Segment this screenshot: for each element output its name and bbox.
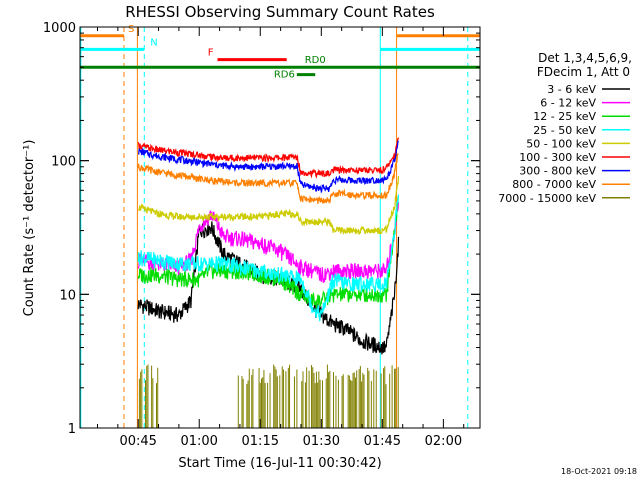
series-25-50-kev [137,194,400,322]
series-100-300-kev [137,137,400,179]
y-tick-label: 10 [59,288,76,303]
legend-label-800-7000-kev: 800 - 7000 keV [512,178,596,191]
y-tick-label: 1 [68,422,76,437]
y-axis-label: Count Rate (s⁻¹ detector⁻¹) [22,140,37,317]
series-800-7000-kev [137,153,399,205]
series-300-800-kev [137,140,399,194]
x-tick-label: 01:00 [180,434,217,449]
flag-label-n: N [150,37,157,48]
legend-label-3-6-kev: 3 - 6 keV [547,83,596,96]
series-12-25-kev [137,196,400,309]
axes: 1 10 100 1000 00:45 01:00 01:15 01:30 01:45 02:00 [43,21,481,449]
flag-label-rd6: RD6 [274,70,295,81]
legend-label-6-12-kev: 6 - 12 keV [540,97,596,110]
flag-bars: S N F RD0 RD6 [80,24,480,81]
series-50-100-kev [137,175,400,236]
y-tick-label: 100 [51,155,76,170]
x-axis-label: Start Time (16-Jul-11 00:30:42) [178,456,381,471]
flag-label-f: F [208,48,214,59]
x-tick-label: 01:45 [364,434,401,449]
series-6-12-kev [137,201,400,283]
plot-frame [79,26,481,429]
x-tick-label: 01:15 [242,434,279,449]
legend-label-12-25-kev: 12 - 25 keV [533,110,596,123]
x-tick-label: 02:00 [425,434,462,449]
legend-label-100-300-kev: 100 - 300 keV [519,151,596,164]
render-timestamp: 18-Oct-2021 09:18 [561,467,637,476]
legend-header-line-1: Det 1,3,4,5,6,9, [538,51,632,65]
legend-label-300-800-kev: 300 - 800 keV [519,165,596,178]
legend-label-7000-15000-kev: 7000 - 15000 keV [498,192,596,205]
legend-label-50-100-kev: 50 - 100 keV [526,137,596,150]
flag-label-s: S [128,24,134,35]
series-7000-15000-kev [138,364,399,428]
legend-label-25-50-kev: 25 - 50 keV [533,124,596,137]
legend-header-line-2: FDecim 1, Att 0 [537,65,630,79]
flag-label-rd0: RD0 [305,55,326,66]
x-tick-label: 00:45 [119,434,156,449]
x-tick-label: 01:30 [303,434,340,449]
y-tick-label: 1000 [43,21,76,36]
chart-title: RHESSI Observing Summary Count Rates [125,3,435,21]
plot-area [80,27,469,428]
legend: Det 1,3,4,5,6,9, FDecim 1, Att 0 3 - 6 k… [498,51,632,205]
